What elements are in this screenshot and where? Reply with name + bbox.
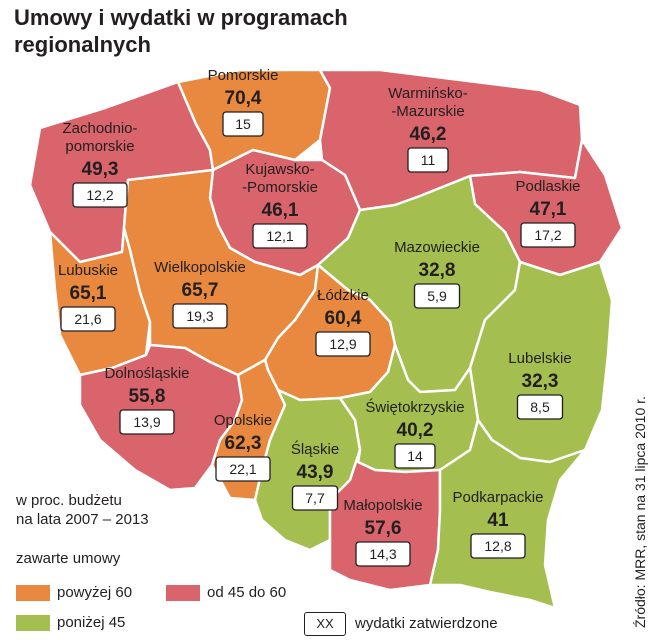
- region-contracts-value: 65,1: [70, 283, 107, 304]
- region-name-świętokrzyskie: Świętokrzyskie: [365, 398, 464, 416]
- region-expenses-value: 8,5: [530, 399, 550, 415]
- region-name-podlaskie: Podlaskie: [515, 178, 580, 195]
- region-name-dolnośląskie: Dolnośląskie: [104, 365, 189, 382]
- region-expenses-box: [520, 222, 576, 248]
- region-name-pomorskie: Pomorskie: [208, 67, 279, 84]
- region-name-lubuskie: Lubuskie: [58, 262, 118, 279]
- region-name-opolskie: Opolskie: [214, 412, 272, 429]
- region-contracts-value: 49,3: [82, 159, 119, 180]
- region-expenses-value: 22,1: [229, 461, 256, 477]
- legend-swatch-from45to60: [166, 585, 200, 601]
- region-name-śląskie: Śląskie: [291, 440, 339, 458]
- source-note: Źródło: MRR, stan na 31 lipca 2010 r.: [632, 396, 648, 628]
- region-contracts-value: 70,4: [225, 88, 262, 109]
- region-expenses-box: [413, 283, 461, 309]
- legend-subtitle: zawarte umowy: [16, 550, 121, 567]
- region-name-wielkopolskie: Wielkopolskie: [154, 259, 246, 276]
- region-expenses-box: [172, 303, 228, 329]
- region-contracts-value: 40,2: [397, 420, 434, 441]
- region-name-kujawsko-pomorskie: -Pomorskie: [242, 179, 318, 196]
- region-contracts-value: 46,2: [410, 124, 447, 145]
- region-name-warmińsko-mazurskie: Warmińsko-: [388, 85, 467, 102]
- region-expenses-value: 11: [421, 152, 436, 168]
- region-contracts-value: 46,1: [262, 200, 299, 221]
- page-title: Umowy i wydatki w programach regionalnyc…: [14, 5, 348, 57]
- region-expenses-value: 12,1: [266, 228, 293, 244]
- region-expenses-value: 12,8: [484, 538, 511, 554]
- legend-swatch-above60: [16, 585, 50, 601]
- region-contracts-value: 62,3: [225, 433, 262, 454]
- region-expenses-value: 12,9: [329, 336, 356, 352]
- legend-label-expenses: wydatki zatwierdzone: [355, 615, 498, 632]
- region-contracts-value: 32,3: [522, 371, 559, 392]
- region-expenses-box: [315, 331, 371, 357]
- region-expenses-box: [215, 456, 271, 482]
- region-expenses-box: [291, 485, 339, 511]
- region-name-łódzkie: Łódzkie: [317, 287, 369, 304]
- region-expenses-value: 21,6: [74, 311, 101, 327]
- region-expenses-value: 15: [235, 116, 251, 132]
- region-name-kujawsko-pomorskie: Kujawsko-: [245, 161, 314, 178]
- region-expenses-value: 19,3: [186, 308, 213, 324]
- region-expenses-box: [394, 443, 436, 469]
- region-contracts-value: 60,4: [325, 308, 362, 329]
- legend-unit-line1: w proc. budżetu: [16, 492, 122, 509]
- region-expenses-box: [516, 394, 564, 420]
- region-expenses-value: 14: [407, 448, 423, 464]
- region-expenses-box: [72, 182, 128, 208]
- region-expenses-box: [222, 111, 264, 137]
- region-expenses-box: [407, 147, 449, 173]
- region-contracts-value: 32,8: [419, 260, 456, 281]
- region-expenses-box: [355, 541, 411, 567]
- region-expenses-value: 13,9: [133, 414, 160, 430]
- region-contracts-value: 43,9: [297, 462, 334, 483]
- region-expenses-value: 14,3: [369, 546, 396, 562]
- region-expenses-box: [470, 533, 526, 559]
- region-contracts-value: 65,7: [182, 280, 219, 301]
- region-expenses-value: 7,7: [305, 490, 325, 506]
- region-name-warmińsko-mazurskie: -Mazurskie: [391, 103, 464, 120]
- legend-swatch-below45: [16, 615, 50, 631]
- legend-expenses-box: XX: [304, 612, 346, 636]
- legend-label-below45: poniżej 45: [57, 614, 126, 631]
- region-name-mazowieckie: Mazowieckie: [394, 239, 480, 256]
- legend-label-from45to60: od 45 do 60: [207, 584, 287, 601]
- region-expenses-box: [119, 409, 175, 435]
- legend-label-above60: powyżej 60: [57, 584, 133, 601]
- region-contracts-value: 55,8: [129, 386, 166, 407]
- legend-unit-line2: na lata 2007 – 2013: [16, 511, 149, 528]
- region-contracts-value: 41: [487, 510, 509, 531]
- region-expenses-value: 17,2: [534, 227, 561, 243]
- region-podkarpackie: [428, 418, 587, 610]
- region-expenses-value: 5,9: [427, 288, 447, 304]
- region-name-lubelskie: Lubelskie: [508, 350, 571, 367]
- region-contracts-value: 57,6: [365, 518, 402, 539]
- region-name-podkarpackie: Podkarpackie: [453, 489, 544, 506]
- region-contracts-value: 47,1: [530, 199, 567, 220]
- region-name-małopolskie: Małopolskie: [343, 497, 422, 514]
- region-name-zachodnio-pomorskie: Zachodnio-: [62, 120, 137, 137]
- region-expenses-value: 12,2: [86, 187, 113, 203]
- region-name-zachodnio-pomorskie: pomorskie: [65, 138, 134, 155]
- region-expenses-box: [252, 223, 308, 249]
- region-expenses-box: [60, 306, 116, 332]
